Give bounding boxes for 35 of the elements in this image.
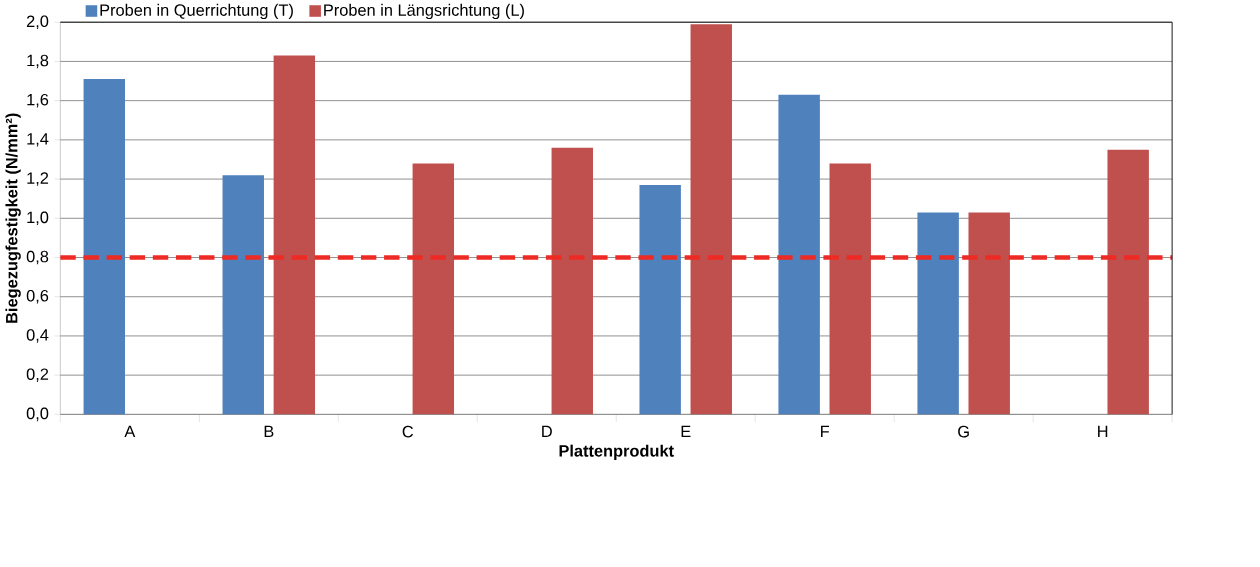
bar: [273, 55, 316, 415]
bar: [222, 175, 264, 415]
bar: [551, 147, 593, 415]
y-tick-label: 0,2: [26, 368, 49, 382]
legend-label: Proben in Längsrichtung (L): [324, 3, 524, 19]
bar: [917, 212, 959, 415]
bar: [778, 94, 820, 415]
x-tick-label: C: [402, 425, 414, 438]
legend-label: Proben in Querrichtung (T): [100, 3, 293, 19]
y-axis-title: Biegezugfestigkeit (N/mm²): [5, 113, 21, 323]
x-tick-label: B: [264, 425, 274, 437]
y-tick-label: 0,8: [26, 250, 49, 265]
bar: [968, 212, 1010, 415]
y-tick-label: 1,8: [27, 54, 49, 69]
x-tick-label: E: [681, 425, 691, 437]
x-tick-label: D: [542, 425, 552, 437]
x-tick-label: A: [124, 425, 136, 437]
y-tick-label: 1,6: [27, 93, 49, 108]
y-tick-label: 1,4: [27, 133, 49, 147]
bar: [83, 78, 125, 415]
bar: [1107, 149, 1149, 415]
y-tick-label: 1,2: [27, 172, 49, 186]
bar: [829, 163, 871, 415]
y-tick-label: 2,0: [26, 15, 49, 29]
x-tick-label: F: [821, 425, 830, 437]
x-tick-label: H: [1098, 425, 1108, 437]
y-tick-label: 1,0: [27, 211, 49, 225]
bar: [690, 24, 732, 415]
y-tick-label: 0,6: [26, 289, 49, 304]
y-tick-label: 0,4: [26, 329, 49, 343]
y-tick-label: 0,0: [26, 407, 49, 421]
bar: [412, 163, 455, 415]
x-axis-title: Plattenprodukt: [559, 444, 674, 460]
bar: [639, 184, 681, 415]
x-tick-label: G: [958, 425, 969, 438]
